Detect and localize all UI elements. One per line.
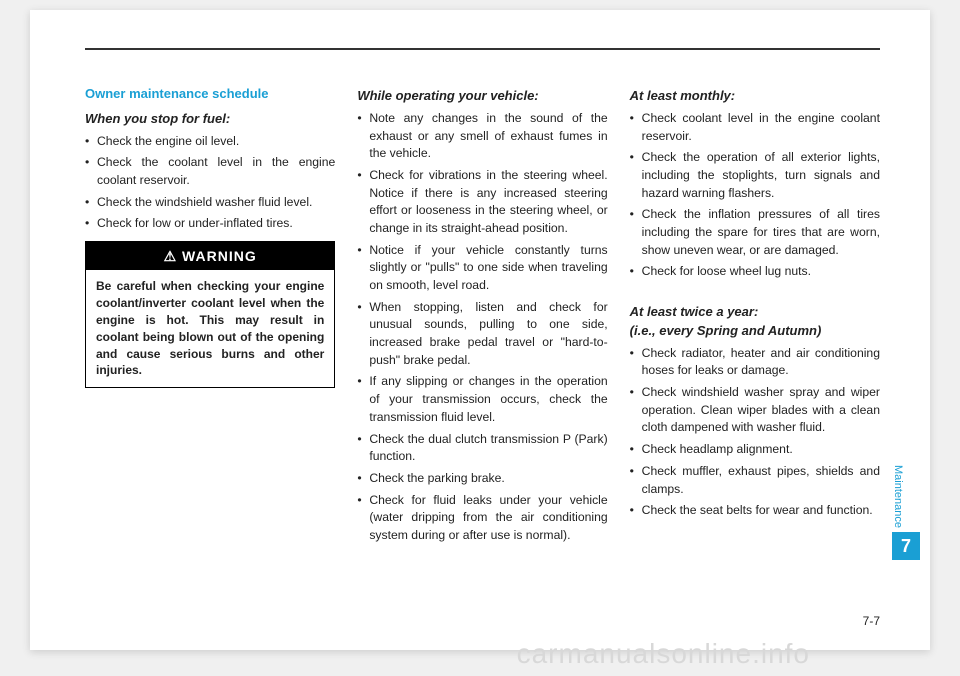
side-tab: Maintenance 7: [892, 465, 920, 560]
list-item: When stopping, listen and check for unus…: [357, 299, 607, 370]
list-item: Check for loose wheel lug nuts.: [630, 263, 880, 281]
list-item: Note any changes in the sound of the exh…: [357, 110, 607, 163]
page-number: 7-7: [863, 614, 880, 628]
list-while-operating: Note any changes in the sound of the exh…: [357, 110, 607, 545]
column-3: At least monthly: Check coolant level in…: [630, 85, 880, 553]
header-rule: [85, 48, 880, 50]
list-item: Check muffler, exhaust pipes, shields an…: [630, 463, 880, 498]
column-1: Owner maintenance schedule When you stop…: [85, 85, 335, 553]
list-fuel-stop: Check the engine oil level. Check the co…: [85, 133, 335, 233]
list-item: Check the engine oil level.: [85, 133, 335, 151]
list-item: Check the coolant level in the engine co…: [85, 154, 335, 189]
list-item: Check for fluid leaks under your vehicle…: [357, 492, 607, 545]
list-item: Check radiator, heater and air condition…: [630, 345, 880, 380]
side-label: Maintenance: [892, 465, 904, 528]
list-monthly: Check coolant level in the engine coolan…: [630, 110, 880, 281]
subtitle-fuel-stop: When you stop for fuel:: [85, 110, 335, 129]
list-item: Check for vibrations in the steering whe…: [357, 167, 607, 238]
manual-page: Owner maintenance schedule When you stop…: [30, 10, 930, 650]
column-2: While operating your vehicle: Note any c…: [357, 85, 607, 553]
warning-body: Be careful when checking your engine coo…: [86, 270, 334, 387]
subtitle-while-operating: While operating your vehicle:: [357, 87, 607, 106]
content-columns: Owner maintenance schedule When you stop…: [85, 85, 880, 553]
list-item: Check headlamp alignment.: [630, 441, 880, 459]
list-item: Check for low or under-inflated tires.: [85, 215, 335, 233]
section-title: Owner maintenance schedule: [85, 85, 335, 104]
list-item: Check coolant level in the engine coolan…: [630, 110, 880, 145]
list-item: Check the seat belts for wear and functi…: [630, 502, 880, 520]
list-item: Check the operation of all exterior ligh…: [630, 149, 880, 202]
list-item: Check windshield washer spray and wiper …: [630, 384, 880, 437]
list-item: If any slipping or changes in the operat…: [357, 373, 607, 426]
warning-header: WARNING: [86, 242, 334, 270]
chapter-number: 7: [892, 532, 920, 560]
list-item: Check the dual clutch transmission P (Pa…: [357, 431, 607, 466]
list-twice-year: Check radiator, heater and air condition…: [630, 345, 880, 520]
subtitle-twice-year: At least twice a year:: [630, 303, 880, 322]
subtitle-monthly: At least monthly:: [630, 87, 880, 106]
list-item: Check the windshield washer fluid level.: [85, 194, 335, 212]
list-item: Check the inflation pressures of all tir…: [630, 206, 880, 259]
list-item: Notice if your vehicle constantly turns …: [357, 242, 607, 295]
list-item: Check the parking brake.: [357, 470, 607, 488]
subtitle-twice-year-sub: (i.e., every Spring and Autumn): [630, 322, 880, 341]
warning-box: WARNING Be careful when checking your en…: [85, 241, 335, 388]
